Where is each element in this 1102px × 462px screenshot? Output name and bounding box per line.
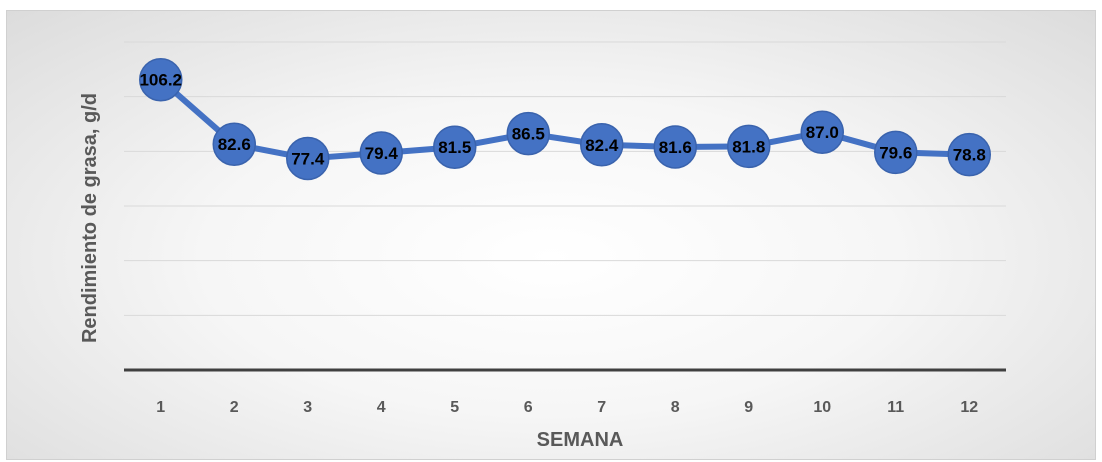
data-label-12: 78.8 (953, 146, 986, 165)
x-tick-label-6: 6 (524, 399, 533, 416)
data-labels: 106.2 82.6 77.4 79.4 81.5 86.5 82.4 81.6 81.8 87.… (139, 71, 985, 169)
marker-12 (947, 132, 991, 177)
marker-11 (874, 130, 918, 175)
data-label-6: 86.5 (512, 125, 545, 144)
marker-4 (359, 131, 403, 175)
marker-5 (433, 125, 477, 169)
chart-area (6, 10, 1096, 460)
x-tick-labels: 1 2 3 4 5 6 7 8 9 10 11 12 (156, 399, 978, 416)
x-tick-label-5: 5 (450, 399, 459, 416)
gridlines (124, 41, 1006, 316)
series-line (158, 77, 970, 162)
data-label-3: 77.4 (291, 149, 325, 168)
x-tick-label-11: 11 (887, 399, 904, 416)
x-tick-label-10: 10 (813, 399, 831, 416)
marker-3 (286, 136, 330, 181)
marker-9 (727, 124, 771, 169)
x-tick-label-3: 3 (303, 399, 312, 416)
data-label-7: 82.4 (585, 136, 619, 155)
x-tick-label-12: 12 (960, 399, 978, 416)
x-axis-title: SEMANA (537, 429, 624, 451)
marker-7 (580, 123, 624, 167)
marker-10 (800, 110, 844, 154)
x-tick-label-1: 1 (156, 399, 165, 416)
data-label-1: 106.2 (139, 71, 182, 90)
marker-8 (653, 125, 697, 169)
data-label-8: 81.6 (659, 138, 692, 157)
x-tick-label-4: 4 (377, 399, 386, 416)
data-label-4: 79.4 (365, 144, 399, 163)
x-tick-label-2: 2 (230, 399, 239, 416)
marker-2 (212, 122, 256, 166)
data-markers (139, 57, 991, 181)
data-label-9: 81.8 (732, 137, 765, 156)
data-label-2: 82.6 (218, 135, 251, 154)
marker-6 (506, 111, 550, 156)
data-label-5: 81.5 (438, 138, 471, 157)
marker-1 (139, 57, 183, 102)
y-axis-title: Rendimiento de grasa, g/d (79, 93, 101, 343)
data-label-11: 79.6 (879, 143, 912, 162)
data-label-10: 87.0 (806, 123, 839, 142)
x-tick-label-8: 8 (671, 399, 680, 416)
x-tick-label-9: 9 (744, 399, 753, 416)
x-tick-label-7: 7 (597, 399, 606, 416)
